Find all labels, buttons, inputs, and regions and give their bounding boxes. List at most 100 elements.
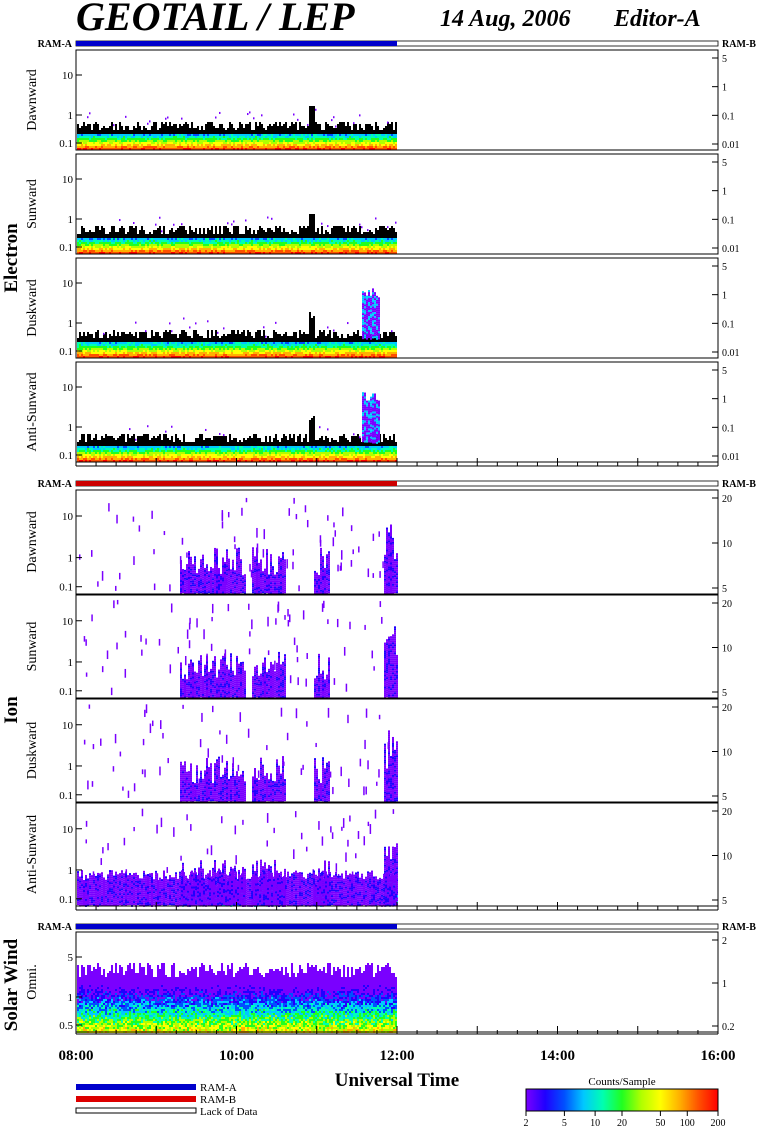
right-tick-label: 10	[722, 539, 732, 550]
left-tick-label: 1	[68, 214, 74, 226]
right-tick-label: 5	[722, 896, 727, 907]
group-label: Ion	[1, 696, 22, 724]
right-tick-label: 0.1	[722, 423, 735, 434]
left-tick-label: 0.1	[59, 346, 73, 358]
left-tick-label: 0.1	[59, 138, 73, 150]
x-tick-label: 16:00	[701, 1048, 736, 1064]
right-tick-label: 2	[722, 936, 727, 947]
right-tick-label: 0.1	[722, 111, 735, 122]
colorbar-tick-label: 100	[680, 1118, 695, 1128]
right-tick-label: 10	[722, 748, 732, 759]
left-tick-label: 0.1	[59, 450, 73, 462]
x-axis-tick-labels: 08:00 10:00 12:00 14:00 16:00	[59, 1048, 736, 1064]
panel-label: Sunward	[25, 622, 40, 672]
left-tick-label: 1	[68, 865, 74, 877]
panel-label: Anti-Sunward	[25, 372, 40, 451]
x-axis-label: Universal Time	[335, 1070, 459, 1091]
right-tick-label: 1	[722, 291, 727, 302]
ram-bar-coverage	[76, 481, 397, 486]
colorbar-title: Counts/Sample	[588, 1076, 655, 1088]
ram-a-label: RAM-A	[38, 39, 73, 50]
left-tick-label: 1	[68, 992, 74, 1004]
left-tick-label: 0.1	[59, 242, 73, 254]
right-tick-label: 5	[722, 262, 727, 273]
x-tick-label: 12:00	[380, 1048, 415, 1064]
colorbar-tick-label: 5	[562, 1118, 567, 1128]
left-tick-label: 1	[68, 318, 74, 330]
figure-date: 14 Aug, 2006	[440, 6, 570, 32]
ram-b-label: RAM-B	[722, 922, 756, 933]
right-tick-label: 20	[722, 494, 732, 505]
right-tick-label: 0.01	[722, 452, 740, 463]
x-tick-label: 14:00	[540, 1048, 575, 1064]
left-tick-label: 5	[68, 952, 74, 964]
right-tick-label: 0.1	[722, 319, 735, 330]
colorbar-tick-label: 200	[711, 1118, 726, 1128]
legend-swatch-lack-of-data	[76, 1108, 196, 1113]
ram-bar-coverage	[76, 41, 397, 46]
panel-label: Omni.	[25, 964, 40, 999]
colorbar-tick-label: 50	[655, 1118, 665, 1128]
x-tick-label: 10:00	[219, 1048, 254, 1064]
left-tick-label: 0.1	[59, 686, 73, 698]
colorbar-tick-label: 20	[617, 1118, 627, 1128]
ram-a-label: RAM-A	[38, 479, 73, 490]
ram-b-label: RAM-B	[722, 39, 756, 50]
right-tick-label: 1	[722, 395, 727, 406]
legend-label-ram-a: RAM-A	[200, 1082, 237, 1094]
left-tick-label: 0.1	[59, 790, 73, 802]
panel-label: Duskward	[25, 722, 40, 780]
right-tick-label: 0.1	[722, 215, 735, 226]
left-tick-label: 10	[62, 720, 74, 732]
right-tick-label: 10	[722, 644, 732, 655]
figure-editor: Editor-A	[613, 6, 701, 32]
right-tick-label: 20	[722, 703, 732, 714]
left-tick-label: 1	[68, 110, 74, 122]
right-tick-label: 0.01	[722, 244, 740, 255]
left-tick-label: 10	[62, 174, 74, 186]
left-tick-label: 0.1	[59, 894, 73, 906]
right-tick-label: 5	[722, 54, 727, 65]
panel-label: Dawnward	[25, 511, 40, 572]
right-tick-label: 1	[722, 979, 727, 990]
legend-label-lack-of-data: Lack of Data	[200, 1106, 258, 1118]
x-tick-label: 08:00	[59, 1048, 94, 1064]
ram-b-label: RAM-B	[722, 479, 756, 490]
left-tick-label: 1	[68, 553, 74, 565]
panel-label: Duskward	[25, 279, 40, 337]
right-tick-label: 0.01	[722, 348, 740, 359]
panel-label: Dawnward	[25, 69, 40, 130]
legend-swatch-ram-b	[76, 1096, 196, 1102]
colorbar: Counts/Sample 2 5 10 20 50 100 200	[524, 1076, 726, 1128]
left-tick-label: 10	[62, 70, 74, 82]
right-tick-label: 5	[722, 792, 727, 803]
colorbar-ticks: 2 5 10 20 50 100 200	[524, 1111, 726, 1128]
legend: RAM-A RAM-B Lack of Data	[76, 1082, 258, 1118]
colorbar-tick-label: 2	[524, 1118, 529, 1128]
ram-bar-coverage	[76, 924, 397, 929]
left-tick-label: 0.1	[59, 582, 73, 594]
colorbar-tick-label: 10	[590, 1118, 600, 1128]
group-labels: Electron Ion Solar Wind	[1, 223, 22, 1031]
legend-label-ram-b: RAM-B	[200, 1094, 236, 1106]
right-tick-label: 1	[722, 83, 727, 94]
ram-a-label: RAM-A	[38, 922, 73, 933]
group-label: Solar Wind	[1, 938, 22, 1031]
panel-label: Sunward	[25, 179, 40, 229]
left-tick-label: 1	[68, 657, 74, 669]
left-tick-label: 1	[68, 422, 74, 434]
right-tick-label: 10	[722, 852, 732, 863]
left-tick-label: 10	[62, 511, 74, 523]
figure-title: GEOTAIL / LEP	[76, 0, 355, 39]
legend-swatch-ram-a	[76, 1084, 196, 1090]
spectrogram-layer	[77, 106, 398, 1033]
left-tick-label: 10	[62, 616, 74, 628]
right-tick-label: 20	[722, 599, 732, 610]
left-tick-label: 0.5	[59, 1020, 73, 1032]
right-tick-label: 5	[722, 158, 727, 169]
right-tick-label: 0.2	[722, 1022, 735, 1033]
left-tick-label: 10	[62, 824, 74, 836]
right-tick-label: 5	[722, 688, 727, 699]
group-label: Electron	[1, 223, 22, 293]
left-tick-label: 1	[68, 761, 74, 773]
